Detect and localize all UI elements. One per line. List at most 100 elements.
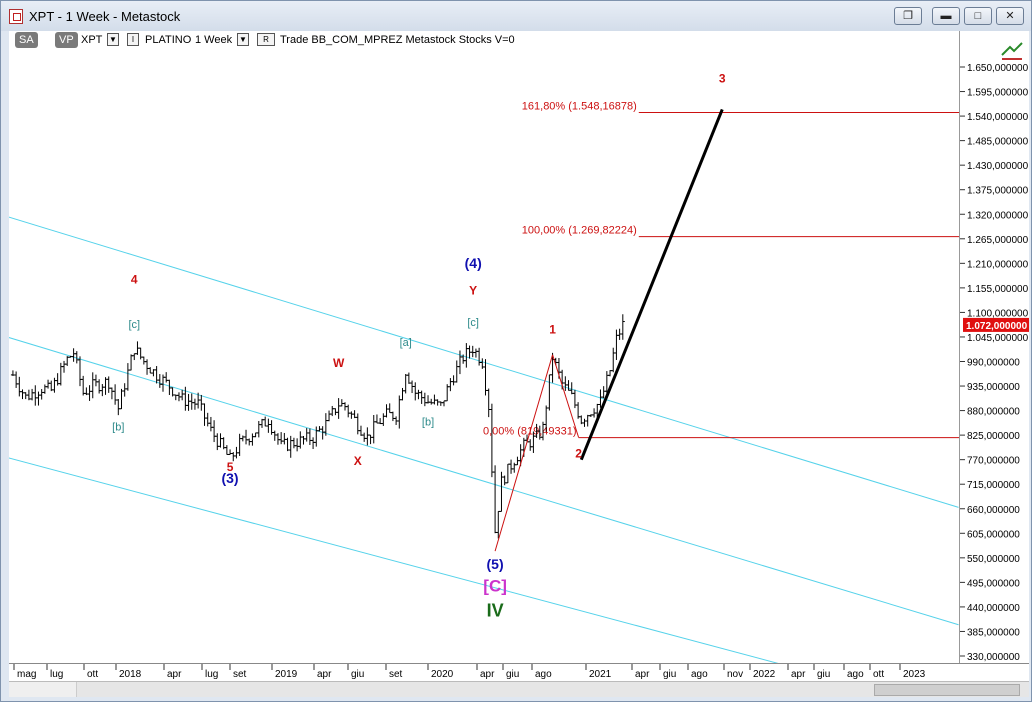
scrollbar-left-area[interactable]	[9, 682, 77, 697]
horizontal-scrollbar[interactable]	[9, 681, 1029, 697]
price-bar	[141, 356, 146, 365]
price-bar	[81, 375, 86, 396]
date-axis[interactable]: mag lug ott 2018 apr lug set 2019 apr giu set 2020 a…	[9, 663, 1029, 681]
price-bar	[122, 383, 127, 397]
period-dropdown[interactable]: ▼	[237, 33, 249, 46]
price-bar	[250, 433, 255, 446]
y-tick-label: 1.485,000000	[967, 137, 1029, 148]
y-tick-label: 1.595,000000	[967, 88, 1029, 99]
wave-label: [c]	[128, 319, 140, 331]
price-bar	[148, 367, 153, 374]
x-tick-label: 2019	[275, 669, 298, 680]
price-axis-labels: 1.650,000000 1.595,000000 1.540,000000 1.48…	[960, 63, 1029, 663]
price-bar	[116, 399, 121, 416]
price-bar	[282, 432, 287, 445]
vp-button[interactable]: VP	[55, 32, 78, 48]
price-bar	[333, 408, 338, 416]
price-bar	[505, 463, 510, 484]
chart-area[interactable]: 161,80% (1.548,16878) 100,00% (1.269,8222…	[9, 31, 959, 663]
price-bar	[119, 388, 124, 410]
y-tick-label: 1.540,000000	[967, 112, 1029, 123]
r-dropdown[interactable]: R	[257, 33, 275, 46]
close-icon[interactable]: ✕	[996, 7, 1024, 25]
price-bar	[272, 430, 277, 441]
price-bar	[323, 413, 328, 436]
sa-button[interactable]: SA	[15, 32, 38, 48]
x-tick-label: 2022	[753, 669, 776, 680]
price-bar	[403, 374, 408, 394]
price-bar	[275, 433, 280, 445]
price-bar	[400, 387, 405, 401]
price-bar	[109, 387, 114, 400]
price-bar	[39, 389, 44, 400]
price-bar	[390, 411, 395, 422]
price-bar	[413, 382, 418, 401]
price-bar	[77, 356, 82, 387]
price-bar	[397, 395, 402, 429]
wave-label: (3)	[221, 470, 238, 486]
y-tick-label: 1.375,000000	[967, 186, 1029, 197]
symbol-label: XPT	[81, 34, 103, 46]
x-tick-label: giu	[817, 669, 830, 680]
symbol-dropdown[interactable]: ▼	[107, 33, 119, 46]
price-bar	[279, 432, 284, 445]
price-bar	[71, 348, 76, 362]
price-bar	[362, 432, 367, 442]
y-tick-label: 770,000000	[967, 456, 1020, 467]
y-tick-label: 880,000000	[967, 407, 1020, 418]
x-tick-label: set	[389, 669, 403, 680]
price-bar	[387, 403, 392, 414]
y-tick-label: 550,000000	[967, 554, 1020, 565]
wave-label: [a]	[400, 337, 412, 349]
x-tick-label: apr	[167, 669, 182, 680]
price-bar	[52, 377, 57, 393]
wave-label: (5)	[487, 556, 504, 572]
tools-icon[interactable]	[1000, 41, 1024, 61]
price-bar	[244, 429, 249, 445]
price-bar	[97, 379, 102, 394]
price-bar	[473, 348, 478, 358]
wave-label: [C]	[483, 576, 507, 595]
x-tick-label: 2021	[589, 669, 612, 680]
price-bar	[93, 374, 98, 387]
minimize-icon[interactable]: ▬	[932, 7, 960, 25]
price-bar	[307, 428, 312, 446]
wave-label: W	[333, 356, 345, 370]
restore-icon[interactable]: ❐	[894, 7, 922, 25]
price-bar	[547, 374, 552, 411]
maximize-icon[interactable]: □	[964, 7, 992, 25]
scrollbar-thumb[interactable]	[874, 684, 1020, 696]
price-bar	[36, 391, 41, 406]
price-bar	[138, 347, 143, 360]
projection-line	[579, 108, 724, 461]
wave-label: 4	[131, 272, 138, 286]
price-bar	[311, 437, 316, 450]
price-bar	[502, 475, 507, 486]
price-bar	[125, 363, 130, 391]
y-tick-label: 990,000000	[967, 358, 1020, 369]
price-bar	[295, 438, 300, 452]
price-axis[interactable]: 1.650,000000 1.595,000000 1.540,000000 1.48…	[959, 31, 1029, 663]
price-bar	[620, 314, 625, 340]
wave-label: (4)	[465, 255, 482, 271]
date-axis-labels: mag lug ott 2018 apr lug set 2019 apr giu set 2020 a…	[13, 664, 926, 680]
title-bar[interactable]: XPT - 1 Week - Metastock ❐ ▬ □ ✕	[1, 1, 1031, 31]
y-tick-label: 825,000000	[967, 431, 1020, 442]
price-bar	[499, 471, 504, 512]
app-icon[interactable]	[9, 9, 23, 24]
price-bar	[432, 394, 437, 405]
price-bar	[314, 426, 319, 447]
price-bar	[298, 431, 303, 449]
wave-label: 1	[549, 322, 556, 336]
y-tick-label: 1.650,000000	[967, 63, 1029, 74]
x-tick-label: 2018	[119, 669, 142, 680]
i-dropdown[interactable]: I	[127, 33, 139, 46]
x-tick-label: 2020	[431, 669, 454, 680]
wave-label: X	[354, 454, 362, 468]
wave-label: [b]	[422, 416, 434, 428]
price-bar	[451, 375, 456, 386]
price-bar	[349, 411, 354, 419]
price-bar	[611, 347, 616, 373]
price-bar	[33, 385, 38, 406]
